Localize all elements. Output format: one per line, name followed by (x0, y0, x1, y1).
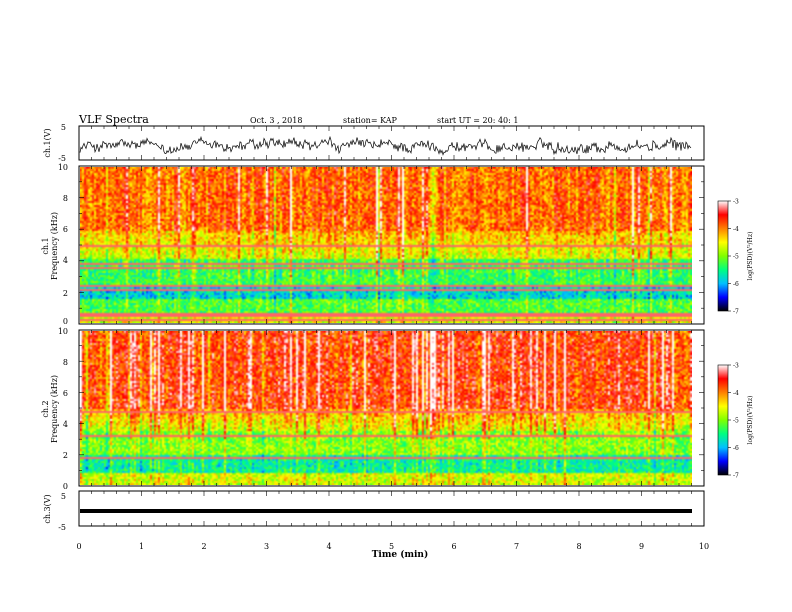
ch2-freq-tick-8: 8 (63, 358, 68, 367)
ch1-colorbar-label: log(PSD)(V²/Hz) (747, 232, 754, 281)
ch3-waveform-ylabel: ch.3(V) (43, 494, 52, 523)
ylabel-line: Frequency (kHz) (50, 212, 59, 280)
ch1-waveform-ticks (78, 126, 705, 160)
time-tick-label: 0 (76, 542, 81, 551)
colorbar-tick-label: -3 (733, 199, 739, 206)
colorbar-tick-label: -5 (733, 418, 739, 425)
time-tick-label: 4 (326, 542, 331, 551)
figure-title: VLF Spectra (78, 113, 149, 126)
colorbar-tick-label: -5 (733, 254, 739, 261)
time-tick-label: 5 (389, 542, 394, 551)
ch2-spectrogram-ticks (78, 329, 705, 487)
ch1-freq-tick-8: 8 (63, 194, 68, 203)
ch2-freq-tick-2: 2 (63, 451, 68, 460)
ch1-waveform-trace (79, 135, 692, 156)
ylabel-line: Frequency (kHz) (50, 375, 59, 443)
date-label: Oct. 3 , 2018 (250, 116, 302, 125)
ch1-waveform-ylabel: ch.1(V) (43, 128, 52, 157)
ylabel-line: ch.1 (41, 237, 50, 254)
ch1-colorbar (717, 200, 729, 312)
time-axis-tick-labels: 0 1 2 3 4 5 6 7 8 9 10 (76, 542, 709, 551)
time-tick-label: 1 (139, 542, 144, 551)
ch1-freq-tick-6: 6 (63, 225, 68, 234)
colorbar-tick-label: -3 (733, 363, 739, 370)
ch1-spectrogram-ylabel: ch.1Frequency (kHz) (41, 212, 59, 280)
time-tick-label: 10 (699, 542, 709, 551)
time-tick-label: 7 (514, 542, 519, 551)
colorbar-tick-label: -7 (733, 309, 739, 316)
ch3-ytick-bottom: -5 (58, 523, 66, 532)
colorbar-tick-label: -4 (733, 390, 739, 397)
ch2-spectrogram-image (80, 331, 692, 485)
time-tick-label: 2 (201, 542, 206, 551)
ch2-freq-tick-0: 0 (63, 482, 68, 491)
ch3-waveform-ticks (78, 491, 705, 526)
ch2-colorbar-ticks: -3 -4 -5 -6 -7 (728, 363, 739, 480)
station-label: station= KAP (343, 116, 398, 125)
ch1-ytick-top: 5 (61, 123, 66, 132)
colorbar-tick-label: -6 (733, 281, 739, 288)
ch2-freq-tick-4: 4 (63, 420, 68, 429)
time-axis-label: Time (min) (372, 549, 429, 560)
colorbar-tick-label: -4 (733, 226, 739, 233)
start-time-label: start UT = 20: 40: 1 (437, 116, 518, 125)
ch2-colorbar (717, 364, 729, 476)
ch1-waveform-panel: 5 -5 ch.1(V) (43, 123, 705, 163)
ylabel-line: ch.2 (41, 400, 50, 417)
time-tick-label: 8 (576, 542, 581, 551)
ch1-freq-tick-2: 2 (63, 289, 68, 298)
ch2-freq-tick-10: 10 (58, 327, 68, 336)
ch1-spectrogram-panel: 0 2 4 6 8 10 ch.1Frequency (kHz) -3-4-5-… (41, 163, 754, 326)
ch2-colorbar-label: log(PSD)(V²/Hz) (747, 396, 754, 445)
ch1-colorbar-ticks: -3 -4 -5 -6 -7 (728, 199, 739, 316)
ch3-ytick-top: 5 (61, 492, 66, 501)
ch1-spectrogram-image (80, 167, 692, 323)
ch3-waveform-panel: 5 -5 ch.3(V) (43, 490, 705, 532)
time-tick-label: 3 (264, 542, 269, 551)
ch2-spectrogram-panel: 0 2 4 6 8 10 ch.2Frequency (kHz) -3-4-5-… (41, 327, 754, 491)
ch1-ytick-bottom: -5 (58, 154, 66, 163)
time-tick-label: 9 (639, 542, 644, 551)
ch1-freq-tick-4: 4 (63, 256, 68, 265)
time-tick-label: 6 (451, 542, 456, 551)
ch1-freq-tick-0: 0 (63, 317, 68, 326)
ch1-freq-tick-10: 10 (58, 163, 68, 172)
colorbar-tick-label: -6 (733, 445, 739, 452)
ch1-spectrogram-ticks (78, 165, 705, 325)
ch3-waveform-frame (78, 490, 705, 527)
ch2-freq-tick-6: 6 (63, 389, 68, 398)
colorbar-tick-label: -7 (733, 473, 739, 480)
ch2-spectrogram-ylabel: ch.2Frequency (kHz) (41, 375, 59, 443)
